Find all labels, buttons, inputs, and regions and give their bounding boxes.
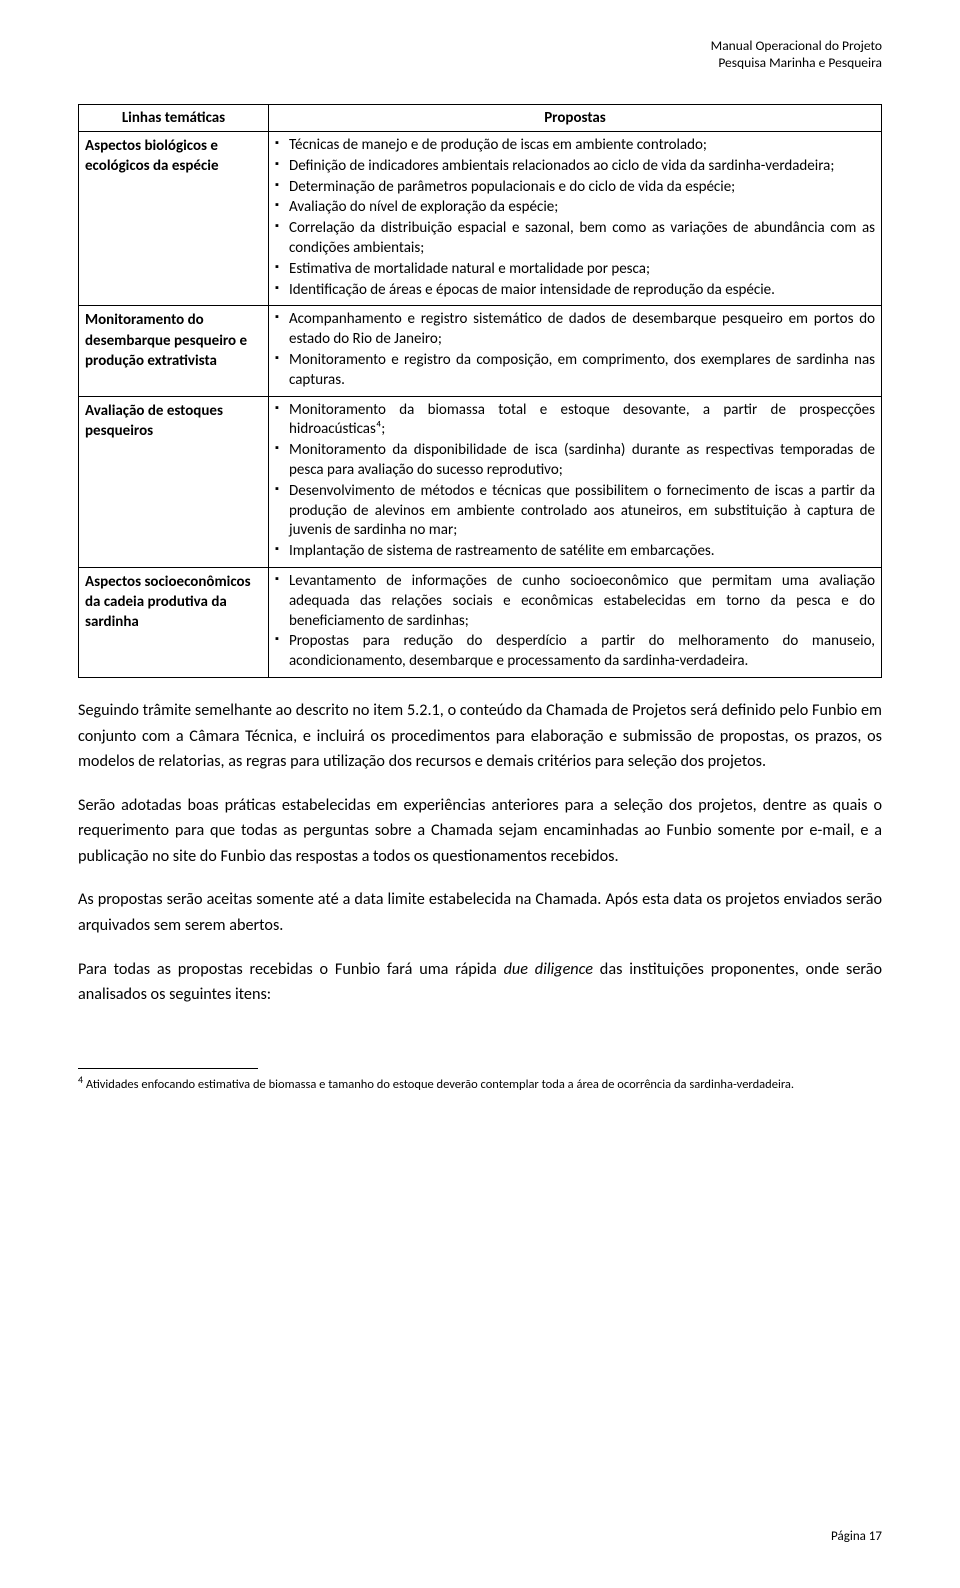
table-row: Aspectos biológicos e ecológicos da espé… <box>79 132 882 306</box>
table-row: Aspectos socioeconômicos da cadeia produ… <box>79 567 882 677</box>
header-line-1: Manual Operacional do Projeto <box>711 38 882 55</box>
table-row: Avaliação de estoques pesqueirosMonitora… <box>79 396 882 567</box>
proposal-list: Técnicas de manejo e de produção de isca… <box>275 136 875 300</box>
thematic-table: Linhas temáticas Propostas Aspectos biol… <box>78 104 882 678</box>
paragraph-2: Serão adotadas boas práticas estabelecid… <box>78 793 882 870</box>
footnote-text: Atividades enfocando estimativa de bioma… <box>83 1077 794 1092</box>
paragraph-1: Seguindo trâmite semelhante ao descrito … <box>78 698 882 775</box>
paragraph-4: Para todas as propostas recebidas o Funb… <box>78 957 882 1008</box>
proposal-item: Técnicas de manejo e de produção de isca… <box>275 136 875 156</box>
theme-cell: Aspectos socioeconômicos da cadeia produ… <box>79 567 269 677</box>
theme-cell: Avaliação de estoques pesqueiros <box>79 396 269 567</box>
proposal-list: Levantamento de informações de cunho soc… <box>275 572 875 672</box>
page-header: Manual Operacional do Projeto Pesquisa M… <box>711 38 882 72</box>
theme-cell: Monitoramento do desembarque pesqueiro e… <box>79 306 269 396</box>
page-number: Página 17 <box>831 1529 882 1544</box>
footnote: 4 Atividades enfocando estimativa de bio… <box>78 1073 882 1093</box>
proposal-item: Monitoramento e registro da composição, … <box>275 351 875 391</box>
proposal-item: Determinação de parâmetros populacionais… <box>275 178 875 198</box>
proposal-item: Monitoramento da disponibilidade de isca… <box>275 441 875 481</box>
proposal-item: Levantamento de informações de cunho soc… <box>275 572 875 631</box>
proposal-item: Avaliação do nível de exploração da espé… <box>275 198 875 218</box>
body-text: Seguindo trâmite semelhante ao descrito … <box>78 698 882 1008</box>
document-page: Manual Operacional do Projeto Pesquisa M… <box>0 0 960 1588</box>
proposal-item: Definição de indicadores ambientais rela… <box>275 157 875 177</box>
paragraph-4-italic: due diligence <box>504 960 593 979</box>
proposal-item: Monitoramento da biomassa total e estoqu… <box>275 401 875 441</box>
proposals-cell: Técnicas de manejo e de produção de isca… <box>269 132 882 306</box>
footnote-separator <box>78 1068 258 1069</box>
proposal-item: Estimativa de mortalidade natural e mort… <box>275 260 875 280</box>
proposals-cell: Monitoramento da biomassa total e estoqu… <box>269 396 882 567</box>
proposal-item: Correlação da distribuição espacial e sa… <box>275 219 875 259</box>
proposal-item: Identificação de áreas e épocas de maior… <box>275 281 875 301</box>
paragraph-3: As propostas serão aceitas somente até a… <box>78 887 882 938</box>
proposal-item: Propostas para redução do desperdício a … <box>275 632 875 672</box>
table-header-proposals: Propostas <box>269 105 882 132</box>
proposals-cell: Acompanhamento e registro sistemático de… <box>269 306 882 396</box>
table-header-themes: Linhas temáticas <box>79 105 269 132</box>
proposal-item: Implantação de sistema de rastreamento d… <box>275 542 875 562</box>
proposal-list: Acompanhamento e registro sistemático de… <box>275 310 875 390</box>
theme-cell: Aspectos biológicos e ecológicos da espé… <box>79 132 269 306</box>
header-line-2: Pesquisa Marinha e Pesqueira <box>711 55 882 72</box>
proposal-item: Desenvolvimento de métodos e técnicas qu… <box>275 482 875 541</box>
proposal-list: Monitoramento da biomassa total e estoqu… <box>275 401 875 562</box>
paragraph-4-pre: Para todas as propostas recebidas o Funb… <box>78 960 504 979</box>
proposal-item: Acompanhamento e registro sistemático de… <box>275 310 875 350</box>
table-row: Monitoramento do desembarque pesqueiro e… <box>79 306 882 396</box>
proposals-cell: Levantamento de informações de cunho soc… <box>269 567 882 677</box>
